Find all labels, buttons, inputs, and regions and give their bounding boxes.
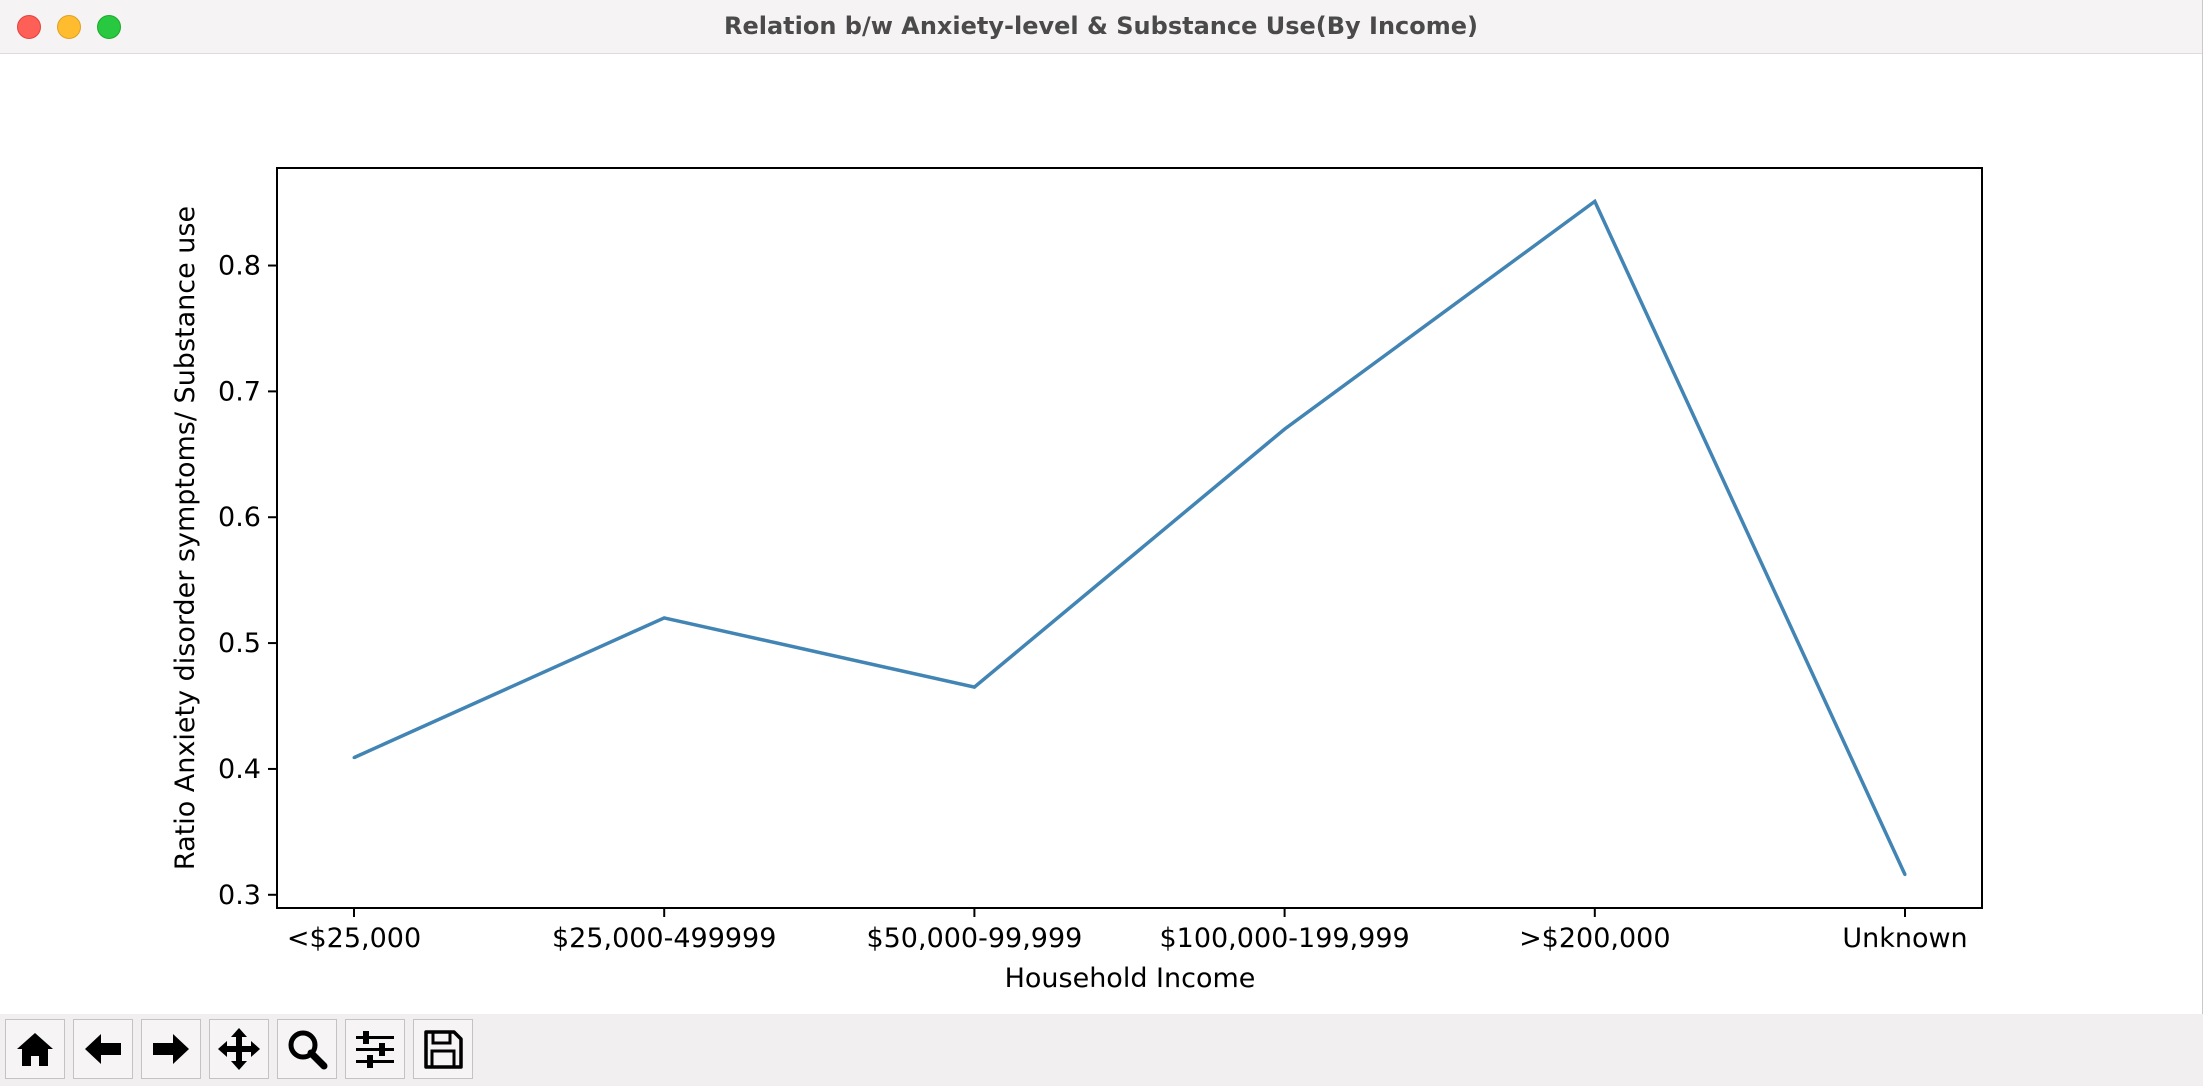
x-tick-label: $100,000-199,999 — [1159, 923, 1409, 954]
y-tick-label: 0.3 — [218, 880, 261, 911]
x-tick-label: Unknown — [1842, 923, 1967, 954]
y-tick-label: 0.4 — [218, 754, 261, 785]
y-tick-label: 0.5 — [218, 628, 261, 659]
data-point — [1283, 427, 1287, 431]
data-point — [352, 756, 356, 760]
minimize-window-button[interactable] — [57, 15, 81, 39]
home-icon — [17, 1033, 53, 1066]
series-line — [353, 198, 1907, 876]
window-title: Relation b/w Anxiety-level & Substance U… — [723, 12, 1479, 40]
back-arrow-icon — [85, 1034, 121, 1064]
maximize-window-button[interactable] — [97, 15, 121, 39]
home-button[interactable] — [5, 1019, 65, 1079]
y-axis-label: Ratio Anxiety disorder symptoms/ Substan… — [170, 206, 201, 870]
plot-area — [277, 168, 1982, 908]
x-axis-label: Household Income — [1005, 963, 1256, 994]
configure-subplots-button[interactable] — [345, 1019, 405, 1079]
title-bar[interactable]: Relation b/w Anxiety-level & Substance U… — [0, 0, 2202, 54]
forward-arrow-icon — [153, 1034, 189, 1064]
zoom-magnifier-icon — [288, 1030, 328, 1070]
configure-subplots-icon — [356, 1031, 394, 1068]
y-tick-label: 0.7 — [218, 376, 261, 407]
data-point — [662, 616, 666, 620]
save-button[interactable] — [413, 1019, 473, 1079]
back-button[interactable] — [73, 1019, 133, 1079]
x-tick-label: $25,000-499999 — [552, 923, 776, 954]
zoom-button[interactable] — [277, 1019, 337, 1079]
x-tick-label: <$25,000 — [287, 923, 421, 954]
save-floppy-icon — [424, 1030, 463, 1069]
chart-canvas[interactable]: 0.3 0.4 0.5 0.6 0.7 0.8 <$25,000 $25,000-499999… — [0, 54, 2203, 1014]
forward-button[interactable] — [141, 1019, 201, 1079]
y-tick-label: 0.6 — [218, 502, 261, 533]
x-tick-label: $50,000-99,999 — [866, 923, 1082, 954]
data-point — [1903, 873, 1907, 877]
pan-move-icon — [218, 1028, 260, 1070]
close-window-button[interactable] — [17, 15, 41, 39]
data-point — [972, 685, 976, 689]
axes-frame — [276, 167, 1983, 909]
navigation-toolbar — [0, 1014, 2203, 1086]
pan-button[interactable] — [209, 1019, 269, 1079]
y-tick-label: 0.8 — [218, 251, 261, 282]
x-tick-label: >$200,000 — [1519, 923, 1670, 954]
data-point — [1593, 199, 1597, 203]
